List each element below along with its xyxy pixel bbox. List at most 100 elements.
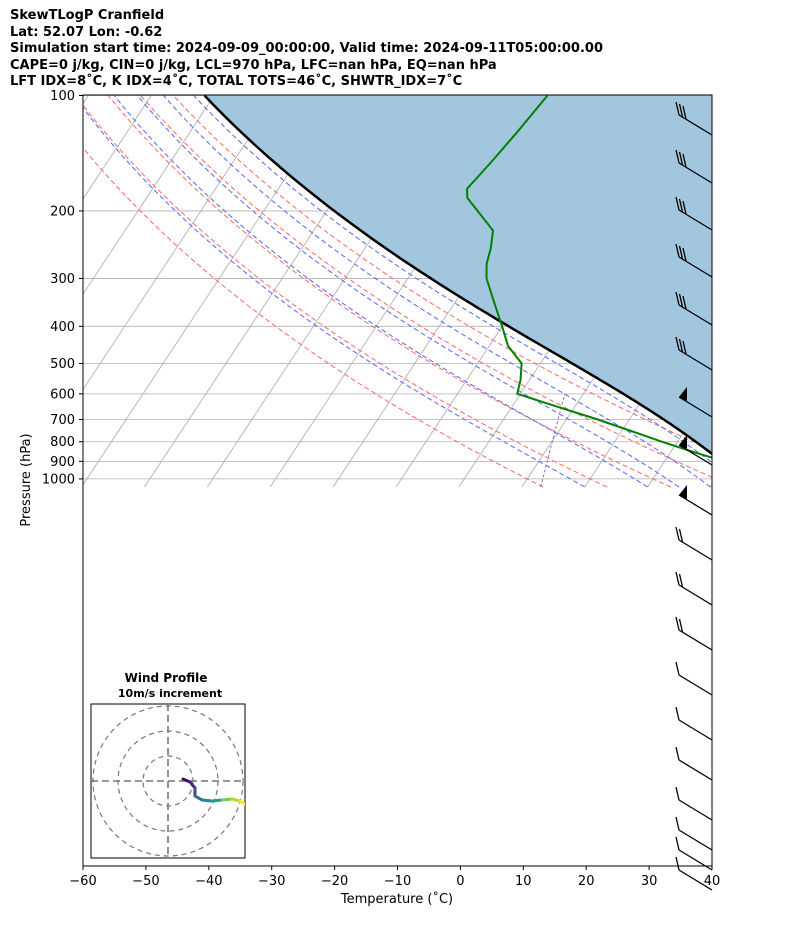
barb-feather [675, 706, 680, 721]
wind-barb [675, 816, 713, 851]
x-tick-label: −20 [321, 874, 348, 889]
barb-feather [675, 571, 680, 586]
dry-adiabat [140, 95, 712, 478]
axes: −60 −50 −40 −30 −20 −10 0 10 20 30 40 100 200 300 400 5… [42, 89, 720, 889]
barb-feather [682, 247, 687, 262]
barb-feather [675, 856, 680, 871]
x-tick-label: −30 [258, 874, 285, 889]
barb-feather [675, 746, 680, 761]
y-tick-label: 300 [50, 272, 75, 287]
wind-barb [678, 485, 713, 516]
barb-staff [678, 799, 713, 821]
dry-adiabat [83, 147, 544, 488]
dry-adiabat [172, 95, 712, 451]
isotherm-line [83, 95, 215, 295]
chart-header: SkewTLogP Cranfield Lat: 52.07 Lon: -0.6… [10, 8, 603, 91]
parcel-line [203, 95, 712, 456]
x-tick-label: −10 [384, 874, 411, 889]
barb-feather [675, 196, 680, 211]
y-tick-label: 900 [50, 455, 75, 470]
wind-profile-inset [90, 703, 246, 859]
hodograph-segment [238, 799, 245, 806]
barb-feather [682, 295, 687, 310]
barb-staff [678, 162, 713, 184]
wind-barb [675, 149, 713, 184]
barb-feather [682, 340, 687, 355]
x-tick-label: −50 [132, 874, 159, 889]
wind-barb [675, 196, 713, 231]
barb-feather [675, 101, 680, 116]
wind-barb [675, 243, 713, 278]
dry-adiabat [760, 96, 794, 488]
barb-flag [679, 387, 687, 401]
x-tick-label: 40 [704, 874, 721, 889]
barb-feather [678, 338, 684, 353]
moist-adiabat [113, 95, 648, 488]
y-axis-label: Pressure (hPa) [19, 433, 34, 526]
barb-staff [678, 256, 713, 278]
profile-layer [203, 95, 712, 459]
isotherm-line [83, 95, 152, 200]
barb-staff [678, 114, 713, 136]
barb-feather [675, 526, 680, 541]
barb-staff [678, 494, 713, 516]
barb-staff [678, 759, 713, 781]
barb-feather [675, 836, 680, 851]
wind-profile-title: Wind Profile [125, 671, 208, 685]
isotherm-line [773, 96, 794, 488]
barb-feather [675, 616, 680, 631]
wind-barb [675, 836, 713, 871]
x-tick-label: 10 [515, 874, 532, 889]
barb-staff [678, 674, 713, 696]
barb-staff [678, 209, 713, 231]
barb-feather [675, 243, 680, 258]
y-tick-label: 200 [50, 204, 75, 219]
moist-adiabat [83, 107, 585, 488]
isotherm-line [710, 484, 712, 488]
mixing-ratio-line [540, 393, 566, 488]
barb-feather [678, 198, 684, 213]
cin-area [204, 95, 712, 454]
cape-fill-layer [204, 95, 712, 454]
hodograph-segment [210, 798, 224, 803]
dry-adiabat [727, 96, 794, 488]
wind-barb [675, 291, 713, 326]
x-tick-label: 0 [456, 874, 464, 889]
barb-feather [675, 816, 680, 831]
barb-feather [675, 291, 680, 306]
x-tick-label: −60 [69, 874, 96, 889]
barb-flag [679, 435, 687, 449]
wind-profile-subtitle: 10m/s increment [118, 687, 222, 700]
hodograph-segment [200, 798, 214, 803]
y-tick-label: 400 [50, 320, 75, 335]
wind-barb [675, 616, 713, 651]
dry-adiabat [107, 95, 672, 488]
location-line: Lat: 52.07 Lon: -0.62 [10, 24, 163, 40]
barb-feather [678, 151, 684, 166]
y-tick-label: 700 [50, 413, 75, 428]
indices-line-1: CAPE=0 j/kg, CIN=0 j/kg, LCL=970 hPa, LF… [10, 57, 497, 73]
isotherm-line [584, 293, 712, 488]
inset-plot [91, 704, 245, 858]
barb-feather [675, 336, 680, 351]
y-tick-label: 600 [50, 387, 75, 402]
hodograph-segment [220, 797, 234, 802]
barb-feather [678, 528, 684, 543]
wind-barb [675, 746, 713, 781]
wind-barb [675, 526, 713, 561]
x-tick-label: 30 [641, 874, 658, 889]
barb-staff [678, 584, 713, 606]
y-tick-label: 500 [50, 357, 75, 372]
y-tick-label: 800 [50, 435, 75, 450]
wind-barb [675, 661, 713, 696]
indices-line-2: LFT IDX=8˚C, K IDX=4˚C, TOTAL TOTS=46˚C,… [10, 74, 463, 90]
barb-staff [678, 869, 713, 891]
barb-staff [678, 629, 713, 651]
wind-barb [675, 706, 713, 741]
barb-feather [678, 293, 684, 308]
barb-feather [678, 103, 684, 118]
wind-barb [675, 856, 713, 891]
barb-feather [682, 200, 687, 215]
barb-staff [678, 849, 713, 871]
